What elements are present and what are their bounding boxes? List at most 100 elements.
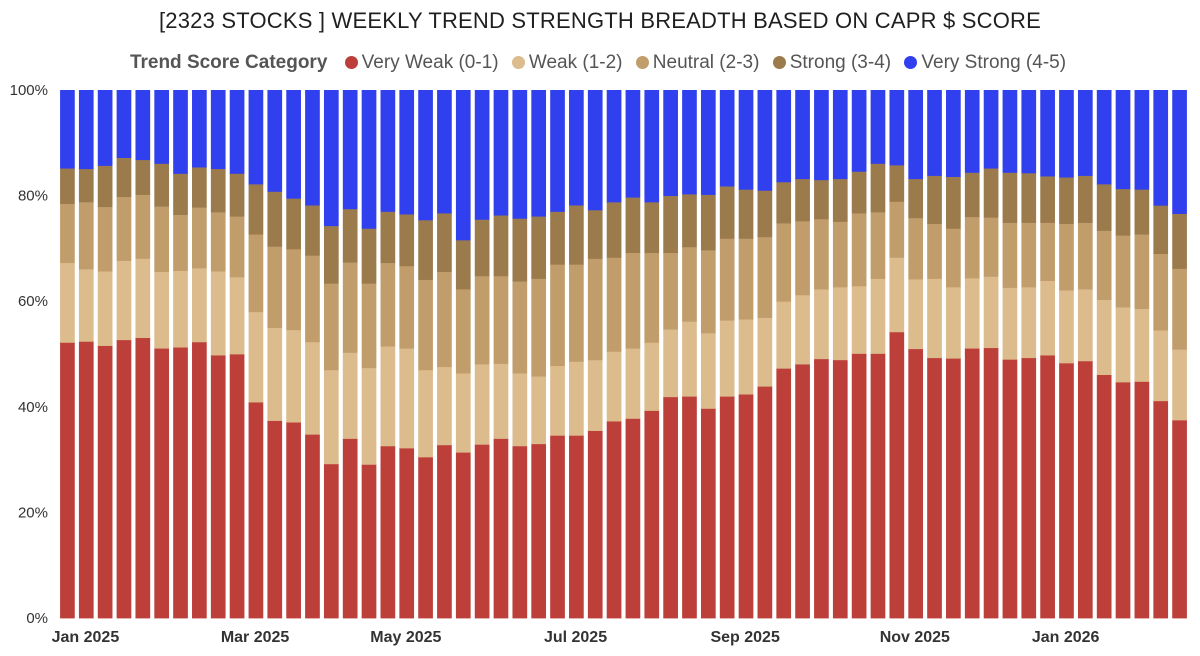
bar-segment-neutral-2-3[interactable] [1153,253,1169,331]
bar-segment-very-weak-0-1[interactable] [851,353,867,619]
bar-segment-neutral-2-3[interactable] [946,228,961,288]
bar-segment-strong-3-4[interactable] [908,178,924,219]
bar-segment-very-weak-0-1[interactable] [946,358,961,619]
bar-segment-very-strong-4-5[interactable] [1077,90,1093,176]
bar-segment-strong-3-4[interactable] [1002,172,1018,223]
bar-segment-strong-3-4[interactable] [625,197,641,254]
bar-segment-strong-3-4[interactable] [437,213,452,273]
bar-segment-very-weak-0-1[interactable] [229,354,245,619]
bar-segment-strong-3-4[interactable] [1040,176,1055,223]
bar-segment-very-strong-4-5[interactable] [776,90,792,183]
bar-segment-weak-1-2[interactable] [870,278,886,354]
bar-segment-very-weak-0-1[interactable] [983,347,999,619]
bar-segment-strong-3-4[interactable] [1021,172,1037,223]
bar-segment-neutral-2-3[interactable] [512,281,528,374]
bar-segment-very-strong-4-5[interactable] [908,90,924,180]
bar-segment-very-weak-0-1[interactable] [964,348,980,619]
bar-segment-weak-1-2[interactable] [286,329,301,423]
bar-segment-weak-1-2[interactable] [210,271,226,356]
bar-segment-very-strong-4-5[interactable] [97,90,113,166]
bar-segment-very-weak-0-1[interactable] [738,394,754,619]
bar-segment-very-strong-4-5[interactable] [569,90,584,206]
bar-segment-weak-1-2[interactable] [946,286,961,359]
bar-segment-very-strong-4-5[interactable] [60,90,75,169]
bar-segment-neutral-2-3[interactable] [569,264,584,362]
bar-segment-very-strong-4-5[interactable] [644,90,660,203]
bar-segment-very-strong-4-5[interactable] [154,90,170,164]
bar-segment-very-strong-4-5[interactable] [248,90,264,185]
bar-segment-very-weak-0-1[interactable] [305,434,320,619]
bar-segment-strong-3-4[interactable] [323,225,339,284]
bar-segment-neutral-2-3[interactable] [493,275,509,364]
bar-segment-weak-1-2[interactable] [305,341,320,435]
bar-segment-strong-3-4[interactable] [814,179,829,220]
bar-segment-weak-1-2[interactable] [814,289,829,360]
bar-segment-very-strong-4-5[interactable] [814,90,829,181]
bar-segment-neutral-2-3[interactable] [832,221,848,288]
bar-segment-strong-3-4[interactable] [700,194,716,251]
bar-segment-very-weak-0-1[interactable] [399,447,415,619]
bar-segment-very-weak-0-1[interactable] [60,342,75,619]
bar-segment-neutral-2-3[interactable] [267,246,283,328]
bar-segment-very-strong-4-5[interactable] [361,90,377,229]
bar-segment-neutral-2-3[interactable] [437,271,452,368]
bar-segment-weak-1-2[interactable] [795,294,810,365]
bar-segment-neutral-2-3[interactable] [719,238,735,321]
bar-segment-neutral-2-3[interactable] [663,252,678,330]
bar-segment-strong-3-4[interactable] [455,239,471,290]
bar-segment-very-weak-0-1[interactable] [682,396,697,619]
bar-segment-weak-1-2[interactable] [908,279,924,350]
bar-segment-neutral-2-3[interactable] [380,262,396,347]
bar-segment-strong-3-4[interactable] [305,205,320,256]
bar-segment-neutral-2-3[interactable] [60,203,75,264]
bar-segment-neutral-2-3[interactable] [587,258,603,361]
bar-segment-strong-3-4[interactable] [719,186,735,239]
bar-segment-weak-1-2[interactable] [323,369,339,465]
bar-segment-very-strong-4-5[interactable] [210,90,226,170]
bar-segment-very-strong-4-5[interactable] [587,90,603,211]
bar-segment-very-weak-0-1[interactable] [1172,420,1187,619]
bar-segment-strong-3-4[interactable] [738,189,754,239]
bar-segment-very-weak-0-1[interactable] [569,435,584,619]
bar-segment-strong-3-4[interactable] [97,165,113,208]
bar-segment-neutral-2-3[interactable] [154,206,170,273]
bar-segment-very-strong-4-5[interactable] [305,90,320,206]
bar-segment-very-strong-4-5[interactable] [531,90,547,217]
bar-segment-very-weak-0-1[interactable] [135,337,151,619]
bar-segment-very-weak-0-1[interactable] [493,438,509,619]
bar-segment-neutral-2-3[interactable] [814,218,829,290]
bar-segment-very-weak-0-1[interactable] [97,345,113,619]
bar-segment-very-strong-4-5[interactable] [832,90,848,180]
bar-segment-strong-3-4[interactable] [1153,205,1169,255]
bar-segment-strong-3-4[interactable] [192,167,207,208]
bar-segment-strong-3-4[interactable] [983,168,999,218]
bar-segment-strong-3-4[interactable] [361,228,377,284]
bar-segment-very-strong-4-5[interactable] [795,90,810,180]
bar-segment-weak-1-2[interactable] [342,352,358,439]
bar-segment-weak-1-2[interactable] [380,346,396,447]
bar-segment-neutral-2-3[interactable] [323,283,339,371]
bar-segment-weak-1-2[interactable] [1115,307,1131,383]
bar-segment-neutral-2-3[interactable] [776,223,792,302]
bar-segment-neutral-2-3[interactable] [1077,222,1093,290]
bar-segment-very-strong-4-5[interactable] [342,90,358,210]
bar-segment-very-strong-4-5[interactable] [286,90,301,199]
bar-segment-weak-1-2[interactable] [1077,289,1093,362]
bar-segment-very-weak-0-1[interactable] [286,422,301,619]
bar-segment-very-weak-0-1[interactable] [927,357,942,619]
bar-segment-weak-1-2[interactable] [512,373,528,447]
bar-segment-neutral-2-3[interactable] [851,213,867,287]
bar-segment-strong-3-4[interactable] [870,163,886,213]
bar-segment-neutral-2-3[interactable] [1096,230,1112,301]
bar-segment-very-strong-4-5[interactable] [663,90,678,196]
bar-segment-very-strong-4-5[interactable] [738,90,754,190]
bar-segment-weak-1-2[interactable] [682,321,697,397]
bar-segment-strong-3-4[interactable] [832,178,848,222]
bar-segment-very-strong-4-5[interactable] [399,90,415,215]
bar-segment-weak-1-2[interactable] [851,285,867,354]
bar-segment-neutral-2-3[interactable] [531,278,547,377]
bar-segment-strong-3-4[interactable] [644,201,660,254]
bar-segment-very-strong-4-5[interactable] [550,90,565,212]
bar-segment-weak-1-2[interactable] [1040,280,1055,356]
bar-segment-very-weak-0-1[interactable] [342,438,358,619]
